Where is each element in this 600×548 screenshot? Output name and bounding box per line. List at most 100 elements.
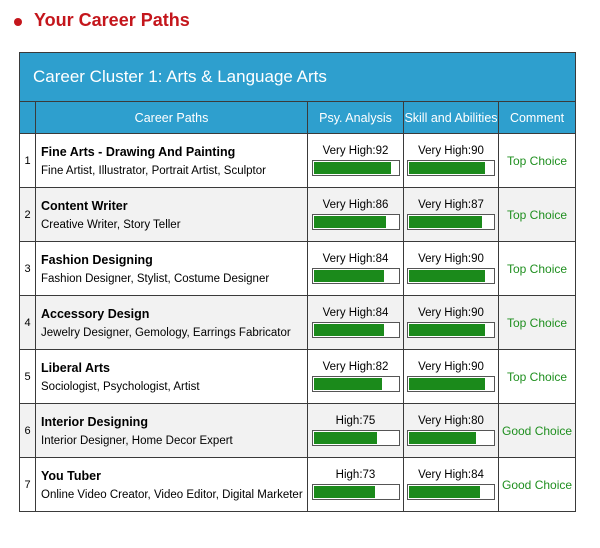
psy-score-bar xyxy=(311,214,400,230)
skill-score-bar xyxy=(407,376,495,392)
skill-abilities-cell: Very High:90 xyxy=(403,349,499,404)
col-header-comment: Comment xyxy=(497,101,577,134)
career-path-roles: Online Video Creator, Video Editor, Digi… xyxy=(41,488,303,501)
skill-score-label: Very High:90 xyxy=(418,145,484,157)
col-header-skill-abilities: Skill and Abilities xyxy=(403,101,499,134)
career-path-cell: Fine Arts - Drawing And Painting Fine Art… xyxy=(35,133,308,188)
psy-score-label: High:75 xyxy=(335,415,376,427)
skill-score-label: Very High:90 xyxy=(418,307,484,319)
psy-score-bar-fill xyxy=(313,486,375,498)
col-header-psy-analysis: Psy. Analysis xyxy=(307,101,404,134)
psy-score-bar xyxy=(311,484,400,500)
row-number: 3 xyxy=(19,241,36,296)
psy-score-label: Very High:84 xyxy=(322,307,389,319)
psy-score-label: High:73 xyxy=(335,469,376,481)
psy-analysis-cell: High:75 xyxy=(307,403,404,458)
cluster-title-row: Career Cluster 1: Arts & Language Arts xyxy=(18,52,577,102)
row-number: 4 xyxy=(19,295,36,350)
table-row: 2 Content Writer Creative Writer, Story Te… xyxy=(19,187,577,242)
comment-cell: Good Choice xyxy=(497,457,577,512)
skill-score-bar-fill xyxy=(409,378,485,390)
psy-score-bar-fill xyxy=(313,324,385,336)
skill-score-label: Very High:84 xyxy=(418,469,484,481)
comment-cell: Top Choice xyxy=(497,241,577,296)
cluster-title: Career Cluster 1: Arts & Language Arts xyxy=(18,52,577,102)
skill-abilities-cell: Very High:87 xyxy=(403,187,499,242)
skill-score-bar-fill xyxy=(409,324,485,336)
column-header-row: Career Paths Psy. Analysis Skill and Abi… xyxy=(19,101,577,134)
psy-score-bar xyxy=(311,376,400,392)
career-path-title: You Tuber xyxy=(41,468,101,483)
career-path-cell: Liberal Arts Sociologist, Psychologist, A… xyxy=(35,349,308,404)
skill-score-bar-fill xyxy=(409,216,483,228)
psy-score-bar xyxy=(311,160,400,176)
skill-score-label: Very High:90 xyxy=(418,361,484,373)
col-header-num xyxy=(19,101,36,134)
col-header-career-paths: Career Paths xyxy=(35,101,308,134)
row-number: 7 xyxy=(19,457,36,512)
psy-analysis-cell: Very High:86 xyxy=(307,187,404,242)
career-path-cell: Fashion Designing Fashion Designer, Styli… xyxy=(35,241,308,296)
skill-score-bar-fill xyxy=(409,432,477,444)
psy-score-label: Very High:82 xyxy=(322,361,389,373)
psy-score-bar-fill xyxy=(313,162,391,174)
skill-abilities-cell: Very High:84 xyxy=(403,457,499,512)
skill-score-bar xyxy=(407,322,495,338)
career-table-container: Career Cluster 1: Arts & Language Arts C… xyxy=(18,52,577,512)
career-path-title: Accessory Design xyxy=(41,306,150,321)
comment-cell: Top Choice xyxy=(497,133,577,188)
career-path-cell: You Tuber Online Video Creator, Video Edi… xyxy=(35,457,308,512)
psy-score-label: Very High:84 xyxy=(322,253,389,265)
comment-cell: Top Choice xyxy=(497,349,577,404)
section-heading: Your Career Paths xyxy=(14,10,190,31)
table-row: 6 Interior Designing Interior Designer, Ho… xyxy=(19,403,577,458)
row-number: 1 xyxy=(19,133,36,188)
table-row: 5 Liberal Arts Sociologist, Psychologist, … xyxy=(19,349,577,404)
skill-score-bar xyxy=(407,160,495,176)
table-row: 3 Fashion Designing Fashion Designer, Styl… xyxy=(19,241,577,296)
skill-abilities-cell: Very High:90 xyxy=(403,241,499,296)
psy-score-bar-fill xyxy=(313,378,383,390)
skill-abilities-cell: Very High:80 xyxy=(403,403,499,458)
career-path-title: Liberal Arts xyxy=(41,360,111,375)
table-row: 7 You Tuber Online Video Creator, Video Ed… xyxy=(19,457,577,512)
bullet-icon xyxy=(14,17,22,26)
table-row: 4 Accessory Design Jewelry Designer, Gemol… xyxy=(19,295,577,350)
psy-score-bar-fill xyxy=(313,216,386,228)
career-path-roles: Interior Designer, Home Decor Expert xyxy=(41,434,233,447)
psy-score-bar xyxy=(311,430,400,446)
career-path-title: Content Writer xyxy=(41,198,128,213)
career-path-roles: Creative Writer, Story Teller xyxy=(41,218,181,231)
career-path-cell: Content Writer Creative Writer, Story Tel… xyxy=(35,187,308,242)
comment-cell: Good Choice xyxy=(497,403,577,458)
psy-score-bar-fill xyxy=(313,432,377,444)
career-path-title: Fashion Designing xyxy=(41,252,153,267)
skill-score-bar xyxy=(407,430,495,446)
psy-score-bar xyxy=(311,322,400,338)
psy-analysis-cell: Very High:92 xyxy=(307,133,404,188)
skill-score-bar-fill xyxy=(409,162,485,174)
psy-analysis-cell: High:73 xyxy=(307,457,404,512)
psy-analysis-cell: Very High:84 xyxy=(307,295,404,350)
career-path-title: Interior Designing xyxy=(41,414,148,429)
psy-analysis-cell: Very High:84 xyxy=(307,241,404,296)
career-paths-table: Career Cluster 1: Arts & Language Arts C… xyxy=(18,52,577,512)
skill-score-bar xyxy=(407,214,495,230)
comment-cell: Top Choice xyxy=(497,295,577,350)
skill-score-label: Very High:90 xyxy=(418,253,484,265)
career-path-roles: Jewelry Designer, Gemology, Earrings Fab… xyxy=(41,326,291,339)
row-number: 6 xyxy=(19,403,36,458)
skill-score-bar xyxy=(407,268,495,284)
career-path-cell: Accessory Design Jewelry Designer, Gemolo… xyxy=(35,295,308,350)
skill-score-bar-fill xyxy=(409,486,480,498)
career-path-cell: Interior Designing Interior Designer, Hom… xyxy=(35,403,308,458)
skill-abilities-cell: Very High:90 xyxy=(403,295,499,350)
table-row: 1 Fine Arts - Drawing And Painting Fine Ar… xyxy=(19,133,577,188)
psy-score-label: Very High:92 xyxy=(322,145,389,157)
psy-score-label: Very High:86 xyxy=(322,199,389,211)
career-path-title: Fine Arts - Drawing And Painting xyxy=(41,144,236,159)
skill-score-label: Very High:87 xyxy=(418,199,484,211)
psy-score-bar-fill xyxy=(313,270,385,282)
career-path-roles: Fashion Designer, Stylist, Costume Desig… xyxy=(41,272,270,285)
career-path-roles: Sociologist, Psychologist, Artist xyxy=(41,380,200,393)
